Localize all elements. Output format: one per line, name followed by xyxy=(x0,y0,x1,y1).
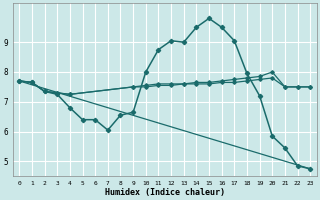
X-axis label: Humidex (Indice chaleur): Humidex (Indice chaleur) xyxy=(105,188,225,197)
